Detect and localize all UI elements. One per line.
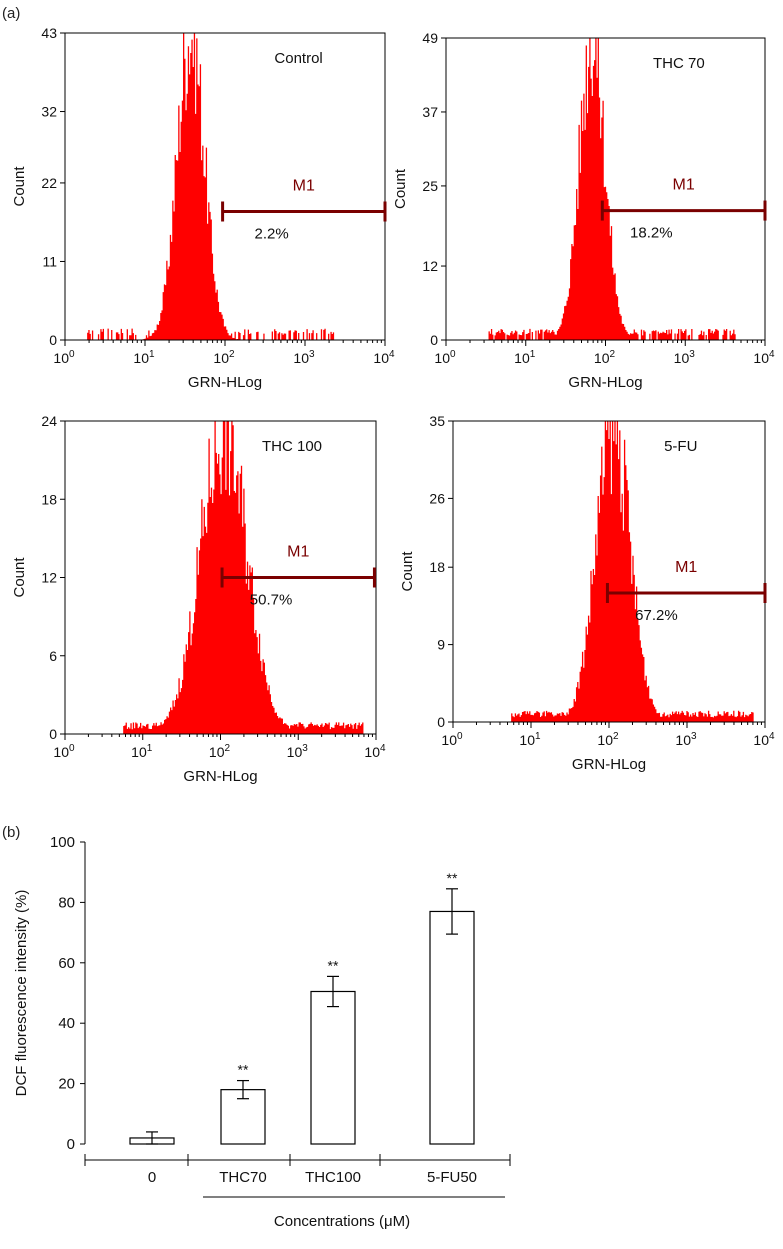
y-tick-label: 40 — [58, 1015, 75, 1032]
category-label: 0 — [148, 1169, 156, 1186]
y-tick-label: 0 — [430, 332, 438, 348]
histogram-2: 0 12 25 37 49 100 101 102 103 104 GRN-HLog Count THC… — [392, 30, 775, 391]
histogram-title: THC 70 — [653, 55, 705, 72]
x-tick-label: 101 — [519, 731, 541, 748]
y-axis-label: Count — [11, 557, 28, 598]
y-axis-label: Count — [399, 551, 416, 592]
y-tick-label: 60 — [58, 955, 75, 972]
y-tick-label: 6 — [49, 648, 57, 664]
histogram-title: Control — [274, 50, 322, 67]
x-tick-label: 103 — [675, 731, 697, 748]
panel-label-a: (a) — [2, 5, 20, 22]
x-tick-label: 101 — [514, 349, 536, 366]
x-tick-label: 102 — [213, 349, 235, 366]
histogram-title: THC 100 — [262, 438, 322, 455]
y-tick-label: 22 — [41, 175, 57, 191]
category-label: THC70 — [219, 1169, 267, 1186]
charts-container: 0 11 22 32 43 100 101 102 103 104 GRN-HLog Count Con… — [11, 25, 775, 1230]
bar-THC100 — [310, 990, 356, 1145]
x-tick-label: 100 — [53, 349, 75, 366]
x-tick-label: 104 — [373, 349, 395, 366]
histogram-title: 5-FU — [664, 438, 697, 455]
panel-label-b: (b) — [2, 824, 20, 841]
y-tick-label: 37 — [422, 104, 438, 120]
y-axis-label: Count — [11, 166, 28, 207]
y-tick-label: 12 — [422, 258, 438, 274]
y-tick-label: 100 — [50, 834, 75, 851]
x-tick-label: 102 — [597, 731, 619, 748]
marker-label: M1 — [287, 544, 309, 561]
y-tick-label: 18 — [41, 491, 57, 507]
x-tick-label: 103 — [287, 743, 309, 760]
bar-5-FU50 — [429, 910, 475, 1145]
y-axis-label: DCF fluorescence intensity (%) — [13, 890, 30, 1097]
y-tick-label: 25 — [422, 178, 438, 194]
histogram-bins — [511, 421, 754, 722]
y-tick-label: 0 — [437, 714, 445, 730]
y-axis-label: Count — [392, 168, 409, 209]
histogram-bins — [123, 421, 364, 734]
y-tick-label: 80 — [58, 894, 75, 911]
y-tick-label: 49 — [422, 30, 438, 46]
histogram-1: 0 11 22 32 43 100 101 102 103 104 GRN-HLog Count Con… — [11, 25, 395, 391]
y-tick-label: 0 — [67, 1136, 75, 1153]
x-tick-label: 104 — [753, 349, 775, 366]
y-tick-label: 32 — [41, 104, 57, 120]
marker-percent: 2.2% — [254, 225, 288, 242]
marker-label: M1 — [293, 177, 315, 194]
x-tick-label: 103 — [674, 349, 696, 366]
x-tick-label: 104 — [364, 743, 386, 760]
y-tick-label: 11 — [42, 253, 57, 269]
x-tick-label: 102 — [209, 743, 231, 760]
significance-label: ** — [238, 1062, 249, 1078]
y-tick-label: 0 — [49, 332, 57, 348]
x-axis-label: GRN-HLog — [568, 374, 642, 391]
category-label: 5-FU50 — [427, 1169, 477, 1186]
y-tick-label: 18 — [429, 559, 445, 575]
histogram-bins — [87, 33, 335, 340]
histogram-4: 0 9 18 26 35 100 101 102 103 104 GRN-HLog Count 5-FU… — [399, 413, 775, 773]
marker-label: M1 — [675, 559, 697, 576]
x-tick-label: 100 — [434, 349, 456, 366]
bar-chart: 0 20 40 60 80 100 DCF fluorescence intensity (… — [13, 834, 511, 1230]
y-tick-label: 26 — [429, 490, 445, 506]
y-tick-label: 43 — [41, 25, 57, 41]
marker-percent: 50.7% — [250, 592, 293, 609]
y-tick-label: 12 — [41, 570, 57, 586]
category-label: THC100 — [305, 1169, 361, 1186]
marker-percent: 18.2% — [630, 225, 673, 242]
significance-label: ** — [447, 870, 458, 886]
y-tick-label: 9 — [437, 637, 445, 653]
y-tick-label: 20 — [58, 1076, 75, 1093]
x-tick-label: 100 — [441, 731, 463, 748]
x-axis-label: GRN-HLog — [572, 756, 646, 773]
y-tick-label: 24 — [41, 413, 57, 429]
x-tick-label: 101 — [131, 743, 153, 760]
y-tick-label: 35 — [429, 413, 445, 429]
x-tick-label: 102 — [594, 349, 616, 366]
x-tick-label: 101 — [133, 349, 155, 366]
x-axis-label: GRN-HLog — [188, 374, 262, 391]
x-axis-label: Concentrations (μM) — [274, 1213, 410, 1230]
marker-percent: 67.2% — [635, 607, 678, 624]
histogram-bins — [488, 38, 736, 340]
histogram-3: 0 6 12 18 24 100 101 102 103 104 GRN-HLog Count THC … — [11, 413, 386, 785]
x-tick-label: 100 — [53, 743, 75, 760]
x-tick-label: 103 — [293, 349, 315, 366]
x-axis-label: GRN-HLog — [183, 768, 257, 785]
plot-frame — [64, 32, 386, 341]
y-tick-label: 0 — [49, 726, 57, 742]
x-tick-label: 104 — [753, 731, 775, 748]
significance-label: ** — [328, 957, 339, 973]
marker-label: M1 — [673, 177, 695, 194]
